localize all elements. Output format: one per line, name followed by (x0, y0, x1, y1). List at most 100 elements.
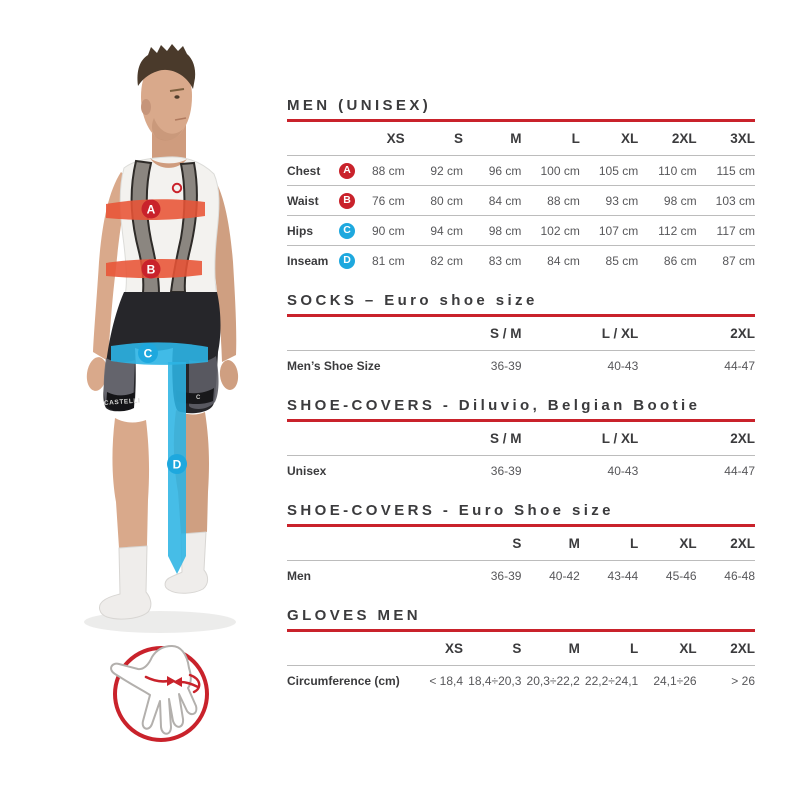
socks (99, 531, 209, 620)
table-body: Unisex 36-39 40-43 44-47 (287, 455, 755, 485)
marker-c-icon (138, 343, 158, 363)
size-value-cell: 98 cm (663, 193, 697, 208)
table-row: Hips C 90 cm 94 cm 98 cm 102 cm 107 cm 112 cm 11… (287, 215, 755, 245)
size-value-cell: 110 cm (658, 163, 697, 178)
size-value-cell: 20,3÷22,2 (526, 673, 580, 688)
size-column-header: XL (620, 131, 639, 146)
size-value-cell: 98 cm (488, 223, 522, 238)
section-title: SOCKS – Euro shoe size (287, 292, 538, 309)
size-column-header: M (568, 641, 580, 656)
size-value-cell: 80 cm (430, 193, 464, 208)
size-column-header: L (629, 536, 639, 551)
castelli-logo-icon (171, 182, 183, 194)
size-value-cell: 18,4÷20,3 (468, 673, 522, 688)
size-value-cell: 84 cm (488, 193, 522, 208)
neckline (150, 158, 187, 168)
size-value-cell: 82 cm (430, 253, 464, 268)
eyebrow (169, 88, 185, 92)
table-row: Unisex 36-39 40-43 44-47 (287, 455, 755, 485)
measure-marker-b-icon: B (339, 192, 355, 209)
size-column-header: 2XL (730, 431, 755, 446)
size-value-cell: 112 cm (658, 223, 697, 238)
row-label: Unisex (287, 463, 327, 478)
size-value-cell: 107 cm (598, 223, 639, 238)
ear (141, 99, 151, 115)
size-value-cell: 40-43 (607, 358, 639, 373)
table-section-shoecovers-diluvio: SHOE-COVERS - Diluvio, Belgian Bootie S … (287, 397, 755, 485)
model-figure: CASTELLI C A B C D (84, 44, 239, 742)
size-value-cell: 36-39 (490, 358, 522, 373)
size-value-cell: 24,1÷26 (653, 673, 697, 688)
red-divider (287, 314, 755, 317)
marker-b-icon (141, 259, 161, 279)
size-value-cell: 36-39 (490, 463, 522, 478)
size-value-cell: 43-44 (607, 568, 639, 583)
size-value-cell: 102 cm (540, 223, 580, 238)
size-value-cell: 85 cm (605, 253, 639, 268)
stubble (152, 118, 183, 141)
size-value-cell: 40-42 (549, 568, 580, 583)
table-row: Circumference (cm) < 18,4 18,4÷20,3 20,3÷22… (287, 665, 755, 695)
size-column-header: S (454, 131, 464, 146)
size-value-cell: 84 cm (547, 253, 580, 268)
size-column-header: XL (679, 536, 697, 551)
size-column-header: 2XL (671, 131, 697, 146)
table-header-row: XS S M L XL 2XL (287, 632, 755, 665)
row-label: Men’s Shoe Size (287, 358, 381, 373)
table-row: Men’s Shoe Size 36-39 40-43 44-47 (287, 350, 755, 380)
size-column-header: 2XL (730, 641, 755, 656)
red-divider (287, 119, 755, 122)
table-body: Men 36-39 40-42 43-44 45-46 46-48 (287, 560, 755, 590)
size-column-header: 2XL (730, 326, 755, 341)
size-value-cell: 92 cm (430, 163, 464, 178)
table-body: Men’s Shoe Size 36-39 40-43 44-47 (287, 350, 755, 380)
size-column-header: L (571, 131, 580, 146)
red-divider (287, 524, 755, 527)
row-label: Chest (287, 163, 321, 178)
row-label: Circumference (cm) (287, 673, 400, 688)
table-body: Circumference (cm) < 18,4 18,4÷20,3 20,3÷22… (287, 665, 755, 695)
size-value-cell: 103 cm (715, 193, 755, 208)
svg-text:A: A (147, 203, 156, 217)
table-body: Chest A 88 cm 92 cm 96 cm 100 cm 105 cm 110 cm 1… (287, 155, 755, 275)
size-value-cell: 88 cm (547, 193, 580, 208)
size-value-cell: 22,2÷24,1 (584, 673, 639, 688)
wrap-loop (188, 673, 201, 694)
arrow-right (179, 680, 200, 689)
table-row: Inseam D 81 cm 82 cm 83 cm 84 cm 85 cm 86 cm 87 … (287, 245, 755, 275)
size-value-cell: < 18,4 (429, 673, 464, 688)
size-column-header: S / M (489, 431, 522, 446)
size-column-header: S (512, 641, 522, 656)
size-value-cell: 96 cm (488, 163, 522, 178)
size-value-cell: 117 cm (716, 223, 755, 238)
size-value-cell: 88 cm (371, 163, 405, 178)
size-column-header: XS (445, 641, 464, 656)
size-column-header: L / XL (601, 326, 639, 341)
size-value-cell: 100 cm (540, 163, 580, 178)
size-value-cell: 115 cm (716, 163, 755, 178)
svg-text:B: B (147, 263, 156, 277)
model-legs (112, 410, 209, 548)
row-label: Inseam (287, 253, 329, 268)
table-header-row: S M L XL 2XL (287, 527, 755, 560)
size-column-header: M (510, 131, 522, 146)
left-gripper (106, 392, 135, 412)
section-title: SHOE-COVERS - Diluvio, Belgian Bootie (287, 397, 701, 414)
row-label: Hips (287, 223, 314, 238)
table-section-gloves-men: GLOVES MEN XS S M L XL 2XL Circumference (cm)… (287, 607, 755, 695)
size-column-header: 2XL (730, 536, 755, 551)
svg-text:D: D (173, 458, 182, 472)
size-value-cell: 83 cm (488, 253, 522, 268)
size-tables: MEN (UNISEX) XS S M L XL 2XL 3XL Chest A 88 cm 92… (287, 97, 755, 712)
row-label: Men (287, 568, 311, 583)
size-value-cell: 44-47 (724, 463, 755, 478)
hair (137, 44, 196, 89)
brand-mark-right: C (196, 395, 201, 401)
size-value-cell: 86 cm (663, 253, 697, 268)
hips-band-c (111, 342, 208, 365)
red-divider (287, 629, 755, 632)
model-head (137, 44, 196, 171)
size-column-header: XS (386, 131, 405, 146)
size-value-cell: 45-46 (665, 568, 697, 583)
table-section-shoecovers-euro: SHOE-COVERS - Euro Shoe size S M L XL 2XL Me… (287, 502, 755, 590)
